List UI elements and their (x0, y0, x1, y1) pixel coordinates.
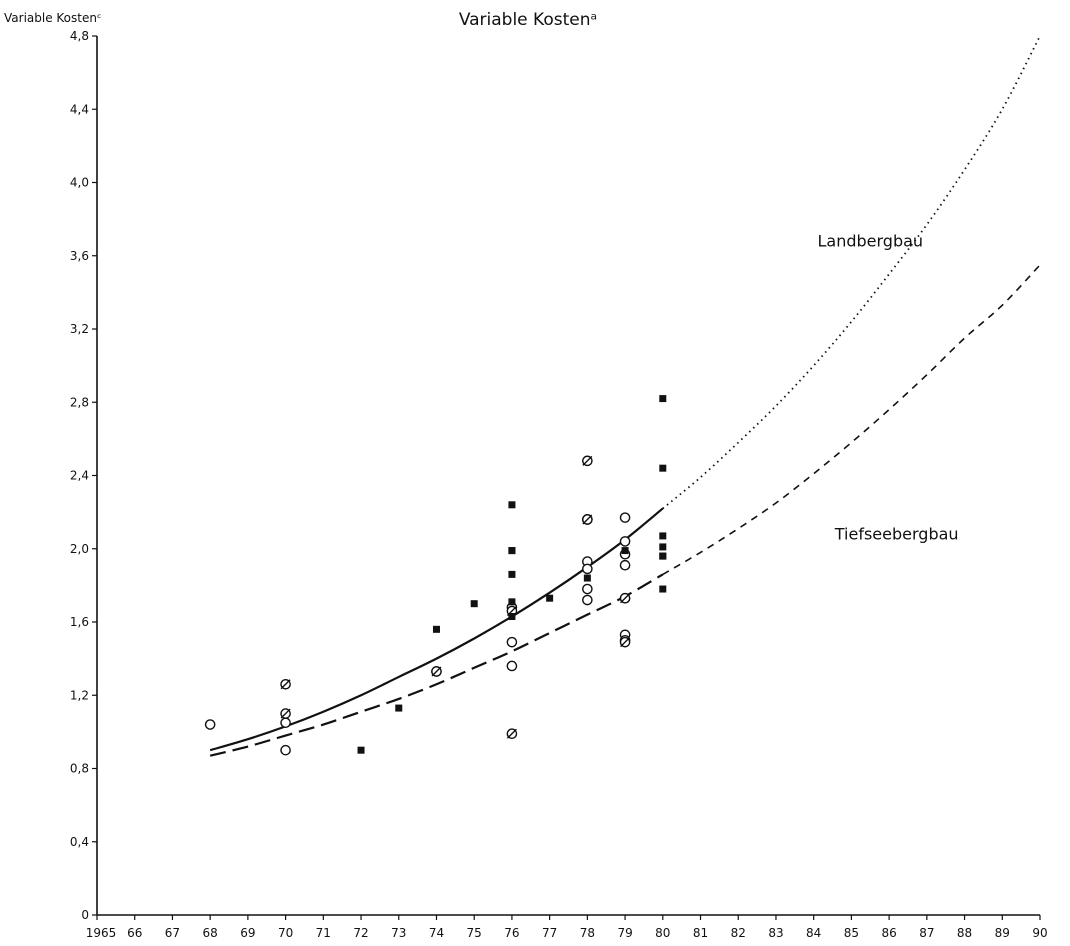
data-point-slashed-circle (280, 678, 291, 690)
slashed-circle-stroke (620, 637, 631, 648)
x-tick-label: 66 (127, 926, 142, 940)
x-tick-label: 86 (881, 926, 896, 940)
x-tick-label: 77 (542, 926, 557, 940)
annotation-label: Tiefseebergbau (834, 525, 959, 544)
x-tick-label: 69 (240, 926, 255, 940)
axes: 0 0,4 0,8 1,2 1,6 2,0 2,4 2,8 3,2 3,6 4,0 4,4 4,8 196… (70, 29, 1048, 940)
data-point-open-circle (619, 559, 631, 571)
data-point-slashed-circle (619, 592, 631, 604)
y-tick-label: 1,6 (70, 615, 89, 629)
y-tick-label: 0,4 (70, 835, 89, 849)
data-point-filled-square (659, 464, 667, 472)
data-point-filled-square (508, 613, 516, 621)
slashed-circle-stroke (280, 708, 291, 719)
x-tick-label: 80 (655, 926, 670, 940)
y-tick-label: 1,2 (70, 688, 89, 702)
fitted-curves (209, 35, 1041, 757)
data-point-filled-square (659, 585, 667, 593)
x-tick-label: 89 (995, 926, 1010, 940)
slashed-circle-stroke (582, 514, 593, 525)
data-point-slashed-circle (582, 514, 593, 525)
x-tick-label: 67 (165, 926, 180, 940)
data-point-open-circle (280, 744, 291, 756)
data-point-filled-square (546, 594, 554, 602)
data-point-open-circle (506, 660, 518, 672)
x-tick-label: 90 (1032, 926, 1047, 940)
x-tick-label: 71 (316, 926, 331, 940)
y-tick-label: 0,8 (70, 762, 89, 776)
y-tick-label: 3,6 (70, 249, 89, 263)
y-axis-label: Variable Kostenᶜ (4, 11, 101, 25)
slashed-circle-stroke (280, 679, 291, 690)
data-point-open-circle (280, 717, 291, 729)
data-point-slashed-circle (280, 708, 291, 719)
x-tick-label: 75 (467, 926, 482, 940)
y-tick-label: 3,2 (70, 322, 89, 336)
data-point-open-circle (619, 536, 631, 547)
curve-dotted (662, 35, 1041, 510)
data-point-filled-square (659, 395, 667, 403)
data-point-filled-square (659, 552, 667, 560)
annotations: Landbergbau Tiefseebergbau (817, 232, 958, 544)
x-tick-label: 79 (617, 926, 632, 940)
x-tick-label: 81 (693, 926, 708, 940)
data-point-filled-square (583, 574, 591, 582)
annotation-label: Landbergbau (817, 232, 923, 251)
data-point-filled-square (508, 501, 516, 509)
data-point-open-circle (204, 719, 216, 730)
x-tick-label: 72 (353, 926, 368, 940)
x-tick-label: 70 (278, 926, 293, 940)
data-point-slashed-circle (582, 455, 593, 467)
x-tick-label: 68 (203, 926, 218, 940)
data-point-filled-square (357, 746, 365, 754)
slashed-circle-stroke (620, 593, 631, 604)
chart-title: Variable Kostenᵃ (459, 10, 597, 30)
x-tick-label: 73 (391, 926, 406, 940)
data-point-open-circle (582, 583, 593, 595)
y-tick-label: 2,4 (70, 469, 89, 483)
x-tick-label: 84 (806, 926, 821, 940)
y-tick-label: 4,0 (70, 176, 89, 190)
slashed-circle-stroke (582, 455, 593, 466)
data-point-filled-square (432, 625, 440, 633)
x-tick-label: 88 (957, 926, 972, 940)
curve-longdash (209, 573, 664, 757)
y-tick-label: 4,4 (70, 102, 89, 116)
x-tick-label: 83 (768, 926, 783, 940)
data-point-filled-square (508, 570, 516, 578)
x-tick-label: 74 (429, 926, 444, 940)
x-tick-label: 82 (731, 926, 746, 940)
y-tick-label: 2,0 (70, 542, 89, 556)
x-tick-label: 85 (844, 926, 859, 940)
data-point-filled-square (395, 704, 403, 712)
data-point-open-circle (619, 512, 631, 523)
x-tick-label: 76 (504, 926, 519, 940)
data-point-filled-square (621, 547, 629, 555)
data-point-open-circle (582, 563, 593, 575)
data-point-filled-square (508, 547, 516, 555)
data-point-filled-square (470, 600, 478, 608)
data-point-open-circle (582, 594, 593, 606)
slashed-circle-stroke (431, 666, 442, 677)
data-point-slashed-circle (431, 666, 442, 677)
data-point-filled-square (508, 598, 516, 606)
data-point-slashed-circle (506, 728, 518, 740)
data-points (204, 395, 667, 756)
slashed-circle-stroke (506, 728, 517, 739)
x-tick-label: 87 (919, 926, 934, 940)
data-point-open-circle (506, 636, 518, 648)
y-tick-label: 2,8 (70, 395, 89, 409)
data-point-filled-square (659, 532, 667, 540)
x-tick-label: 78 (580, 926, 595, 940)
y-tick-label: 0 (81, 908, 89, 922)
y-tick-label: 4,8 (70, 29, 89, 43)
x-tick-label: 1965 (86, 926, 117, 940)
data-point-filled-square (659, 543, 667, 551)
data-point-slashed-circle (619, 636, 631, 648)
